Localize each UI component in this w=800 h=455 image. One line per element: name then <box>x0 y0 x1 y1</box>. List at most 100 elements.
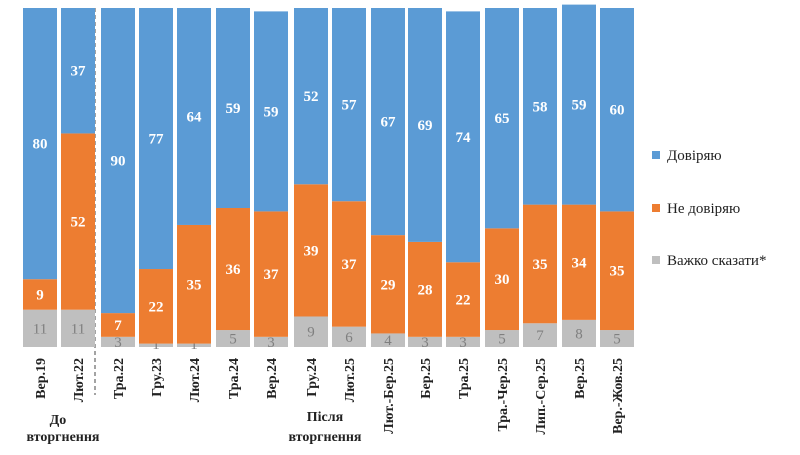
data-label-hard-to-say: 5 <box>613 332 621 348</box>
data-label-distrust: 35 <box>610 264 625 280</box>
data-label-distrust: 22 <box>456 293 471 309</box>
data-label-hard-to-say: 5 <box>498 332 506 348</box>
bar-segment-trust <box>177 8 211 225</box>
data-label-hard-to-say: 1 <box>190 337 198 353</box>
bar-segment-hard-to-say <box>139 343 173 347</box>
bar-segment-hard-to-say <box>523 323 557 347</box>
data-label-distrust: 39 <box>304 243 319 259</box>
data-label-trust: 77 <box>149 132 165 148</box>
data-label-distrust: 37 <box>342 257 358 273</box>
bar-segment-hard-to-say <box>332 326 366 347</box>
bar-segment-trust <box>562 4 596 205</box>
bar-segment-distrust <box>101 313 135 337</box>
data-label-trust: 59 <box>226 101 241 117</box>
bar-segment-trust <box>23 8 57 280</box>
data-label-hard-to-say: 11 <box>33 321 47 337</box>
bar-segment-hard-to-say <box>600 330 634 347</box>
x-tick-label: Тра.-Чер.25 <box>496 358 511 432</box>
x-tick-label: Лют.25 <box>343 358 358 402</box>
data-label-trust: 60 <box>610 103 625 119</box>
data-label-hard-to-say: 9 <box>307 325 315 341</box>
data-label-hard-to-say: 7 <box>536 328 544 344</box>
data-label-trust: 65 <box>495 111 510 127</box>
data-label-trust: 59 <box>572 98 587 114</box>
bar-segment-distrust <box>523 204 557 324</box>
bar-segment-distrust <box>600 211 634 331</box>
bar-segment-distrust <box>371 235 405 334</box>
group-label-before-line1: До <box>50 413 67 428</box>
bar-segment-distrust <box>485 228 519 331</box>
data-label-distrust: 35 <box>533 257 548 273</box>
legend-entry: Важко сказати* <box>667 253 766 269</box>
data-label-distrust: 9 <box>36 287 44 303</box>
bar-segment-hard-to-say <box>216 330 250 347</box>
bar-segment-trust <box>101 8 135 314</box>
bar-segment-trust <box>294 8 328 185</box>
data-label-trust: 52 <box>304 89 319 105</box>
bar-segment-hard-to-say <box>254 336 288 347</box>
x-tick-label: Лют.24 <box>188 358 203 402</box>
legend-entry: Не довіряю <box>667 201 740 217</box>
bar-segment-hard-to-say <box>177 343 211 347</box>
group-label-after-line2: вторгнення <box>288 430 361 445</box>
data-label-hard-to-say: 3 <box>267 335 275 351</box>
bar-segment-distrust <box>61 133 95 310</box>
bar-segment-hard-to-say <box>101 336 135 347</box>
data-label-distrust: 52 <box>71 215 86 231</box>
data-label-trust: 58 <box>533 99 548 115</box>
legend-swatch <box>652 256 660 264</box>
data-label-distrust: 7 <box>114 318 122 334</box>
data-label-trust: 69 <box>418 118 433 134</box>
x-tick-label: Гру.24 <box>305 358 320 397</box>
bar-segment-trust <box>216 8 250 209</box>
data-label-hard-to-say: 6 <box>345 330 353 346</box>
x-tick-label: Тра.24 <box>227 358 242 399</box>
data-label-hard-to-say: 4 <box>384 333 392 349</box>
bar-segment-distrust <box>23 279 57 310</box>
bar-segment-hard-to-say <box>562 319 596 347</box>
bar-segment-trust <box>446 11 480 263</box>
data-label-distrust: 30 <box>495 272 510 288</box>
data-label-hard-to-say: 8 <box>575 326 583 342</box>
bar-segment-trust <box>600 8 634 212</box>
data-label-hard-to-say: 1 <box>152 337 160 353</box>
bar-segment-distrust <box>332 201 366 327</box>
data-label-distrust: 22 <box>149 299 164 315</box>
bar-segment-trust <box>485 8 519 229</box>
data-label-trust: 74 <box>456 130 472 146</box>
data-label-distrust: 35 <box>187 277 202 293</box>
data-label-trust: 67 <box>381 115 397 131</box>
bar-segment-hard-to-say <box>23 309 57 347</box>
x-tick-label: Лют.-Бер.25 <box>382 358 397 434</box>
x-tick-label: Гру.23 <box>150 358 165 397</box>
bar-segment-trust <box>523 8 557 205</box>
data-label-distrust: 37 <box>264 267 280 283</box>
legend-swatch <box>652 151 660 159</box>
bar-segment-distrust <box>139 269 173 344</box>
data-label-trust: 37 <box>71 64 87 80</box>
bar-segment-trust <box>408 8 442 242</box>
x-tick-label: Бер.25 <box>419 358 434 399</box>
data-label-trust: 59 <box>264 104 279 120</box>
bar-segment-hard-to-say <box>294 316 328 347</box>
data-label-trust: 80 <box>33 137 48 153</box>
data-label-hard-to-say: 11 <box>71 321 85 337</box>
legend-swatch <box>652 204 660 212</box>
bar-segment-trust <box>139 8 173 270</box>
data-label-hard-to-say: 5 <box>229 332 237 348</box>
data-label-distrust: 28 <box>418 282 433 298</box>
data-label-hard-to-say: 3 <box>114 335 122 351</box>
bar-segment-trust <box>371 8 405 236</box>
bar-segment-hard-to-say <box>61 309 95 347</box>
x-tick-label: Тра.22 <box>112 358 127 399</box>
x-tick-label: Лип.-Сер.25 <box>534 358 549 435</box>
bar-segment-trust <box>332 8 366 202</box>
bar-segment-hard-to-say <box>371 333 405 347</box>
x-tick-label: Вер.-Жов.25 <box>611 358 626 434</box>
x-tick-label: Вер.24 <box>265 358 280 399</box>
bar-segment-distrust <box>254 211 288 337</box>
data-label-distrust: 34 <box>572 255 588 271</box>
data-label-distrust: 29 <box>381 277 396 293</box>
